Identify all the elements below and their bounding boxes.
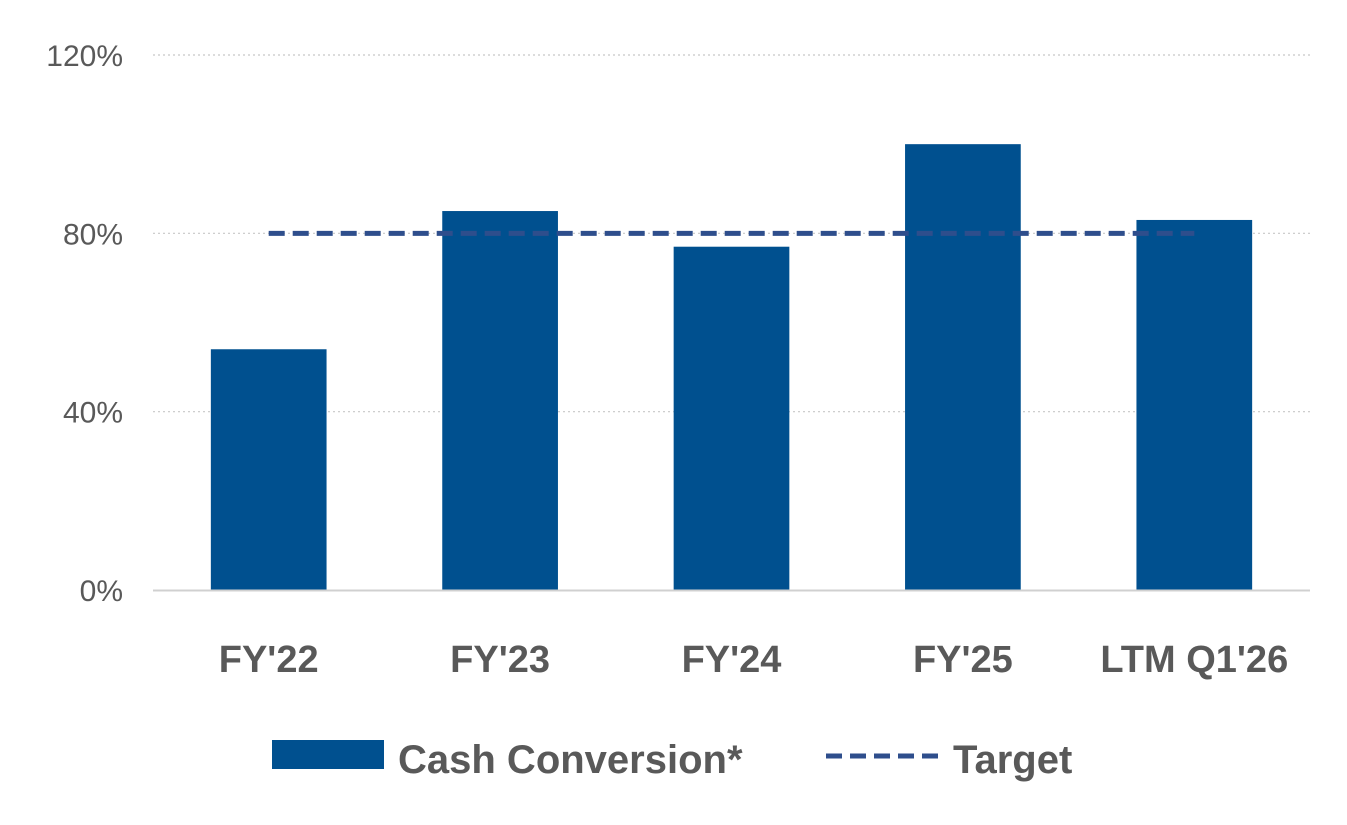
bar-ltm-q1-26 <box>1136 219 1253 591</box>
legend-label-target: Target <box>953 738 1072 782</box>
x-tick-label: LTM Q1'26 <box>1100 639 1288 681</box>
legend: Cash Conversion* Target <box>272 738 1072 782</box>
x-tick-label: FY'23 <box>450 639 550 681</box>
bar-fy-22 <box>210 349 327 590</box>
bar-fy-24 <box>673 246 790 591</box>
x-tick-label: FY'24 <box>682 639 782 681</box>
x-axis-tick-labels: FY'22 FY'23 FY'24 FY'25 LTM Q1'26 <box>219 639 1288 681</box>
y-tick-label: 0% <box>80 575 123 608</box>
legend-label-cash-conversion: Cash Conversion* <box>398 738 743 782</box>
y-tick-label: 40% <box>63 397 123 430</box>
x-tick-label: FY'22 <box>219 639 319 681</box>
y-tick-label: 80% <box>63 218 123 251</box>
x-tick-label: FY'25 <box>913 639 1013 681</box>
y-axis-tick-labels: 0% 40% 80% 120% <box>46 40 123 608</box>
y-tick-label: 120% <box>46 40 123 73</box>
legend-swatch-cash-conversion <box>272 740 384 769</box>
bars <box>210 144 1253 591</box>
bar-fy-25 <box>905 144 1021 590</box>
bar-fy-23 <box>442 211 558 590</box>
